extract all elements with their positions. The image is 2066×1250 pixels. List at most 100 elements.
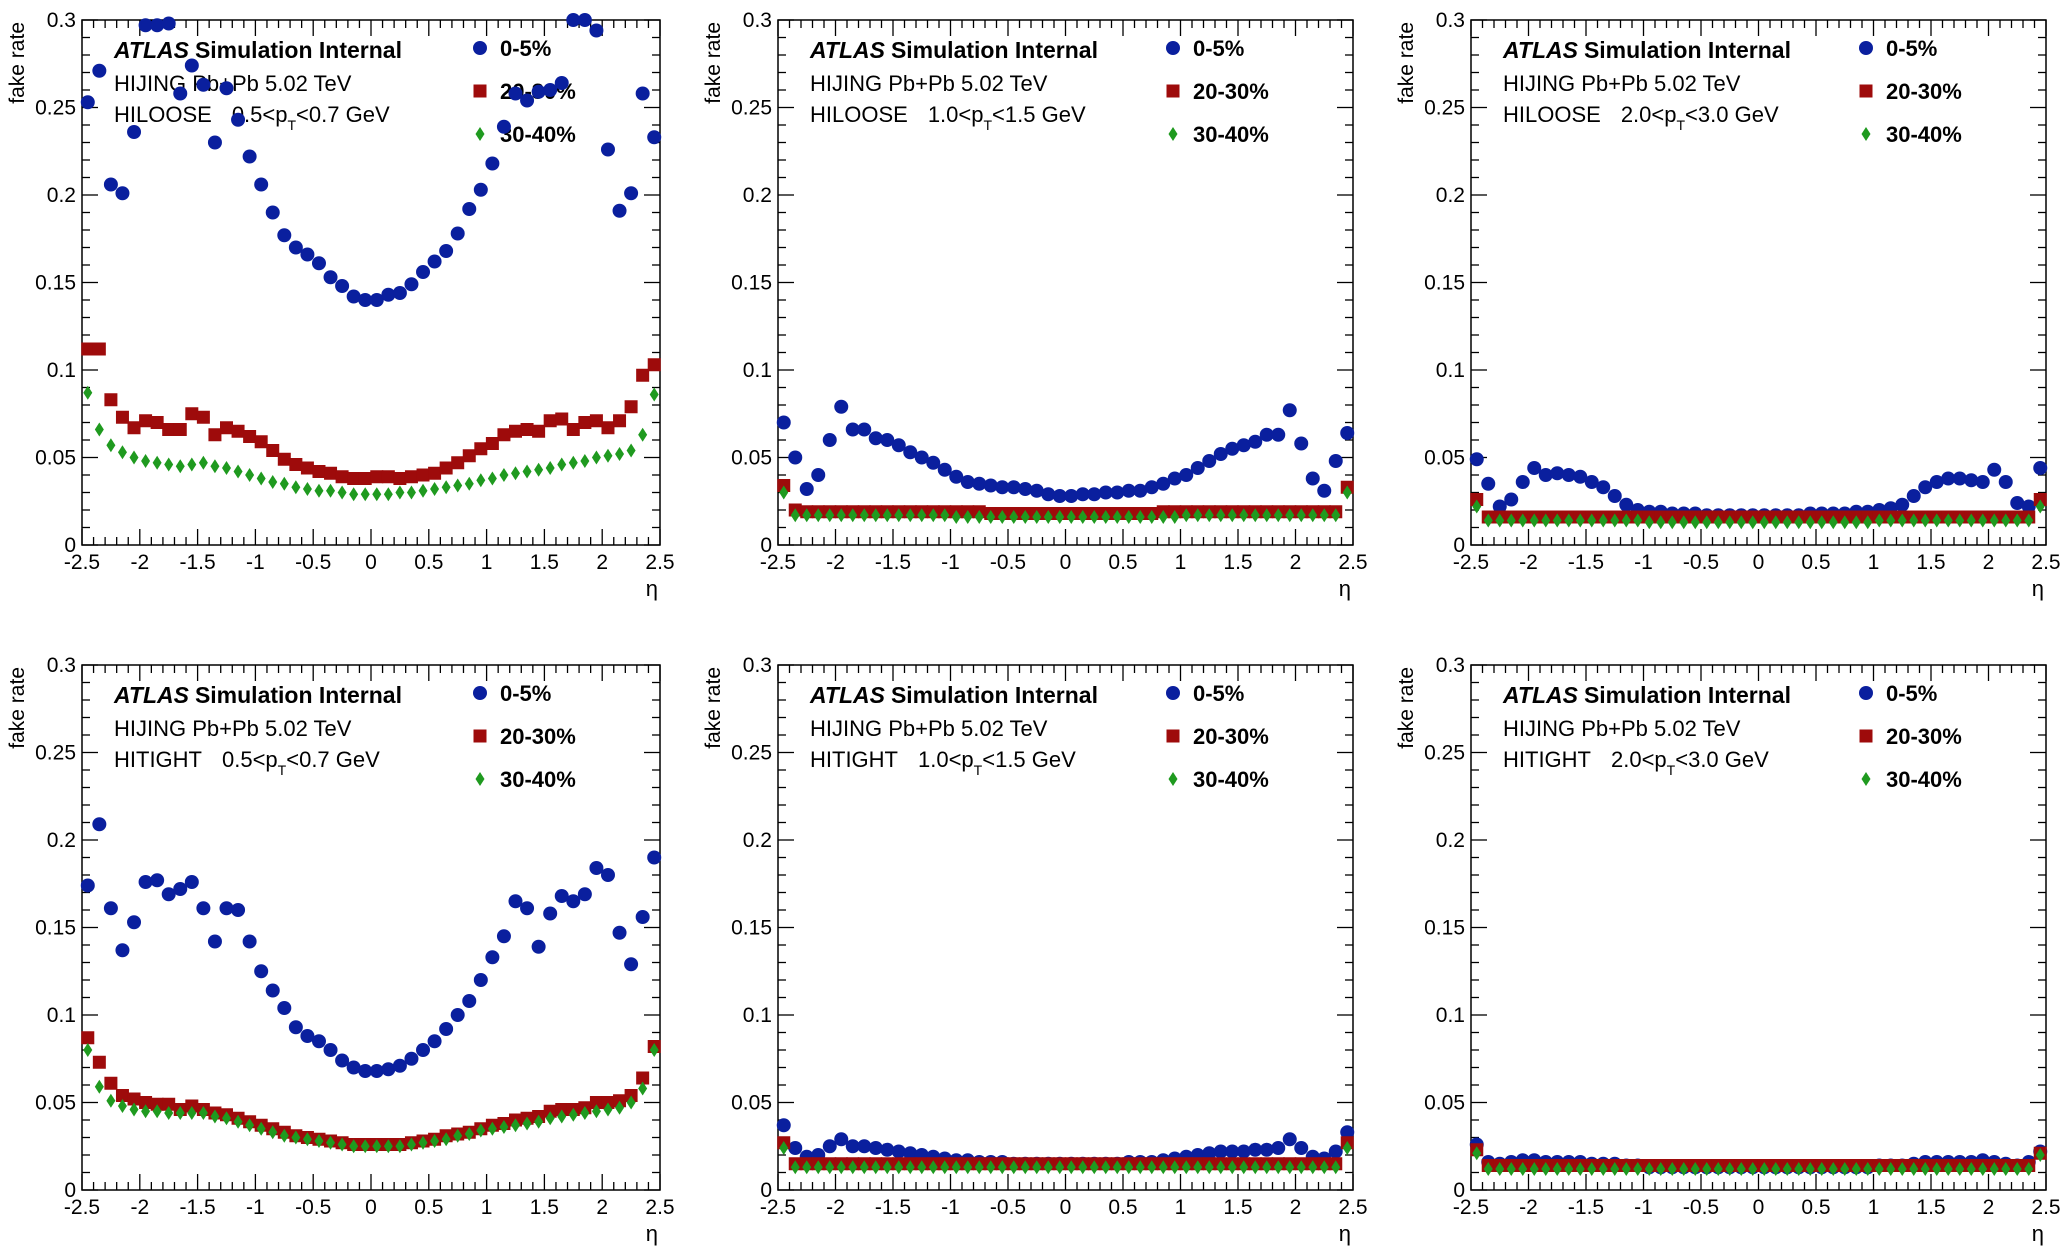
data-point: [799, 482, 814, 496]
data-point: [2012, 1162, 2022, 1176]
x-tick-label: 2: [1983, 1196, 1995, 1219]
pt-subscript: T: [983, 117, 992, 133]
x-tick-label: 2.5: [2031, 551, 2060, 574]
x-tick-label: -0.5: [1683, 551, 1719, 574]
x-tick-label: 0.5: [414, 551, 443, 574]
data-point: [1794, 1162, 1804, 1176]
data-point: [1078, 510, 1088, 524]
data-point: [1285, 508, 1295, 523]
data-point: [624, 186, 639, 201]
x-tick-label: -2: [130, 1196, 149, 1219]
data-point: [534, 1114, 544, 1129]
data-point: [1874, 513, 1884, 528]
x-tick-label: 0.5: [414, 1196, 443, 1219]
data-point: [139, 1096, 153, 1109]
data-point: [825, 1160, 835, 1175]
pt-range-low: 0.5<p: [222, 747, 278, 772]
data-point: [649, 1043, 659, 1057]
data-point: [1573, 469, 1588, 484]
data-point: [1989, 1162, 1999, 1176]
data-point: [1584, 475, 1599, 489]
data-point: [1989, 513, 1999, 528]
data-point: [522, 464, 532, 479]
x-tick-label: 1: [1868, 551, 1880, 574]
data-point: [983, 478, 998, 493]
data-point: [335, 279, 350, 293]
data-point: [1771, 515, 1781, 530]
data-point: [554, 889, 569, 903]
data-point: [288, 1020, 303, 1035]
legend-marker-3: [1861, 127, 1871, 141]
data-point: [522, 1116, 532, 1131]
data-point: [1906, 489, 1921, 503]
data-point: [1181, 1160, 1191, 1175]
data-point: [568, 1107, 578, 1122]
data-point: [219, 901, 234, 916]
x-tick-label: 1: [481, 551, 493, 574]
data-point: [1909, 1162, 1919, 1176]
data-point: [1552, 513, 1562, 528]
legend-marker-3: [475, 772, 485, 786]
data-point: [1179, 468, 1194, 482]
data-point: [1481, 476, 1496, 491]
data-point: [1308, 508, 1318, 523]
data-point: [1282, 1132, 1297, 1147]
data-point: [302, 1132, 312, 1147]
y-tick-label: 0.2: [743, 184, 772, 207]
legend-label-3: 30-40%: [1886, 767, 1962, 792]
data-point: [834, 1132, 849, 1147]
data-point: [277, 228, 292, 243]
data-point: [1978, 513, 1988, 528]
x-tick-label: 1.5: [530, 551, 559, 574]
data-point: [963, 1160, 973, 1175]
y-tick-label: 0.1: [743, 359, 772, 382]
data-point: [300, 247, 315, 262]
x-tick-label: 2.5: [645, 551, 674, 574]
data-point: [1725, 515, 1735, 530]
data-point: [1294, 436, 1309, 451]
data-point: [1156, 476, 1171, 491]
data-point: [496, 929, 511, 944]
data-point: [279, 1128, 289, 1143]
y-tick-label: 0.25: [35, 742, 76, 765]
data-point: [928, 508, 938, 523]
data-point: [1619, 497, 1634, 512]
y-tick-label: 0.05: [731, 1092, 772, 1115]
data-point: [624, 957, 639, 972]
y-tick-label: 0: [64, 1179, 76, 1202]
data-point: [1271, 1141, 1286, 1155]
data-point: [335, 1053, 350, 1068]
data-point: [1529, 513, 1539, 528]
atlas-label-atlas: ATLAS: [113, 37, 190, 63]
chart-panel-5: -2.5 -2 -1.5 -1 -0.5 0 0.5 1 1.5 2 2.5 0 0.05 0.1 0.15…: [702, 654, 1368, 1246]
data-point: [453, 478, 463, 493]
data-point: [836, 1160, 846, 1175]
data-point: [589, 23, 604, 38]
data-point: [150, 18, 165, 33]
legend-label-2: 20-30%: [1193, 79, 1269, 104]
data-point: [1552, 1162, 1562, 1176]
y-axis-title: fake rate: [702, 22, 725, 104]
data-point: [1805, 1162, 1815, 1176]
data-point: [615, 447, 625, 461]
legend-label-3: 30-40%: [500, 122, 576, 147]
data-point: [1190, 461, 1205, 475]
y-tick-label: 0: [760, 1179, 772, 1202]
x-tick-label: -1: [1634, 1196, 1653, 1219]
data-point: [543, 83, 558, 97]
data-point: [1124, 1160, 1134, 1175]
selection-name: HILOOSE: [1503, 102, 1601, 127]
data-point: [337, 485, 347, 500]
y-tick-label: 0.1: [47, 1004, 76, 1027]
data-point: [531, 939, 546, 954]
data-point: [476, 473, 486, 488]
data-point: [788, 450, 803, 465]
data-point: [963, 510, 973, 524]
data-point: [1771, 1162, 1781, 1176]
data-point: [2010, 496, 2025, 510]
data-point: [1259, 1142, 1274, 1157]
legend-marker-2: [1166, 84, 1180, 98]
data-point: [150, 873, 165, 888]
data-point: [626, 443, 636, 458]
data-point: [1895, 497, 1910, 512]
